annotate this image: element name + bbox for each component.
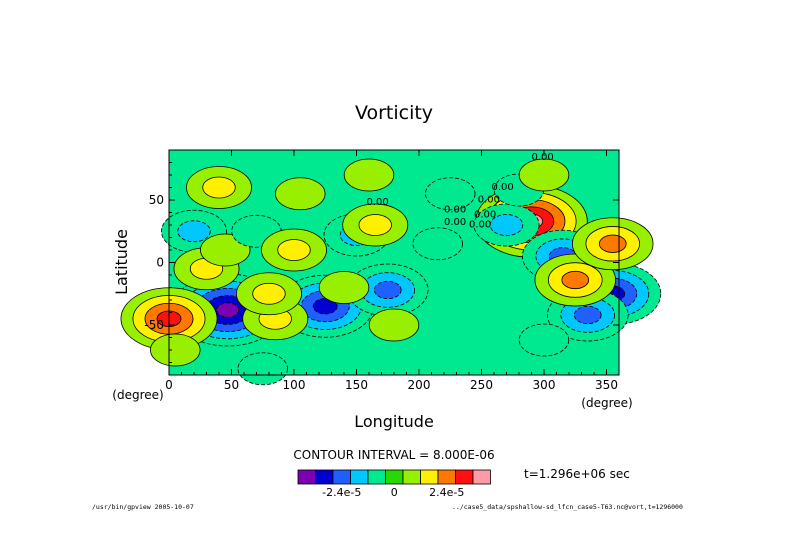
field-feature-29 — [237, 352, 288, 386]
colorbar-swatch — [455, 469, 474, 485]
contour-interval: CONTOUR INTERVAL = 8.000E-06 — [293, 448, 494, 462]
colorbar: -2.4e-5 0 2.4e-5 — [297, 469, 491, 499]
x-tick-label: 0 — [165, 378, 173, 392]
colorbar-swatch — [315, 469, 334, 485]
contour-level-1 — [275, 177, 326, 211]
contour-level-3 — [561, 270, 590, 290]
field-feature-10 — [572, 217, 654, 271]
colorbar-swatch — [402, 469, 421, 485]
colorbar-swatch — [437, 469, 456, 485]
x-tick-label: 100 — [283, 378, 306, 392]
x-axis-unit: (degree) — [581, 396, 632, 410]
field-feature-25 — [318, 271, 370, 304]
contour-level-1 — [368, 308, 420, 342]
contour-level-2 — [277, 239, 311, 261]
contour-level-1 — [518, 158, 570, 192]
y-tick-label: 50 — [149, 193, 164, 207]
vorticity-field — [120, 158, 662, 386]
contour-label: 0.00 — [367, 197, 389, 208]
colorbar-swatch — [367, 469, 386, 485]
chart-title: Vorticity — [355, 102, 433, 124]
y-tick-label: 0 — [156, 256, 164, 270]
field-feature-27 — [343, 158, 395, 192]
contour-label: 0.00 — [532, 152, 554, 163]
contour-level-2 — [252, 282, 286, 305]
y-axis-unit: (degree) — [112, 388, 163, 402]
field-feature-5 — [347, 263, 429, 317]
field-feature-26 — [275, 177, 326, 211]
contour-label: 0.00 — [444, 217, 466, 228]
y-axis: -50 0 50 — [144, 162, 619, 363]
colorbar-swatch — [420, 469, 439, 485]
field-feature-11 — [473, 203, 540, 247]
y-axis-label: Latitude — [112, 229, 131, 295]
contour-level-2 — [358, 214, 392, 236]
plot-area: 0.000.000.000.000.000.000.000.00 — [120, 149, 662, 386]
x-tick-label: 200 — [408, 378, 431, 392]
x-axis: 0 50 100 150 200 250 300 350 — [165, 150, 620, 392]
field-feature-18 — [236, 272, 302, 316]
contour-level-1 — [318, 271, 370, 304]
colorbar-swatch — [385, 469, 404, 485]
contour-level--1 — [237, 352, 288, 386]
x-tick-label: 150 — [345, 378, 368, 392]
field-feature-3 — [186, 166, 252, 209]
contour-level--3 — [373, 280, 402, 300]
time-label: t=1.296e+06 sec — [524, 467, 630, 481]
contour-level--1 — [412, 227, 463, 261]
colorbar-tick-label: -2.4e-5 — [322, 486, 361, 499]
field-feature-13 — [425, 177, 476, 211]
field-feature-22 — [342, 203, 409, 247]
field-feature-30 — [518, 323, 570, 357]
colorbar-swatch — [332, 469, 351, 485]
contour-label: 0.00 — [478, 195, 500, 206]
x-tick-label: 250 — [470, 378, 493, 392]
colorbar-tick-label: 2.4e-5 — [429, 486, 464, 499]
contour-level--3 — [573, 305, 602, 325]
footer-right: ../case5_data/spshallow-sd_lfcn_case5-T6… — [452, 503, 683, 511]
contour-label: 0.00 — [474, 210, 496, 221]
contour-level--2 — [177, 220, 211, 243]
footer-left: /usr/bin/gpview 2005-10-07 — [92, 503, 194, 511]
contour-level--4 — [312, 298, 338, 315]
field-feature-23 — [412, 227, 463, 261]
contour-level-1 — [150, 333, 201, 367]
x-tick-label: 350 — [595, 378, 618, 392]
x-tick-label: 50 — [224, 378, 239, 392]
contour-label: 0.00 — [444, 205, 466, 216]
field-feature-24 — [368, 308, 420, 342]
contour-level--1 — [425, 177, 476, 211]
field-feature-20 — [261, 228, 327, 272]
contour-level--1 — [518, 323, 570, 357]
contour-label: 0.00 — [492, 182, 514, 193]
contour-level-2 — [202, 176, 236, 199]
field-feature-31 — [150, 333, 201, 367]
y-tick-label: -50 — [144, 318, 164, 332]
contour-line-labels: 0.000.000.000.000.000.000.000.00 — [367, 152, 554, 231]
x-axis-label: Longitude — [354, 412, 434, 431]
colorbar-tick-label: 0 — [391, 486, 398, 499]
contour-level--5 — [216, 302, 240, 318]
colorbar-swatch — [297, 469, 316, 485]
contour-level--2 — [489, 214, 524, 236]
colorbar-swatch — [472, 469, 491, 485]
contour-level-3 — [598, 234, 627, 253]
x-tick-label: 300 — [533, 378, 556, 392]
field-feature-28 — [518, 158, 570, 192]
contour-label: 0.00 — [469, 220, 491, 231]
colorbar-swatch — [350, 469, 369, 485]
contour-level-1 — [343, 158, 395, 192]
